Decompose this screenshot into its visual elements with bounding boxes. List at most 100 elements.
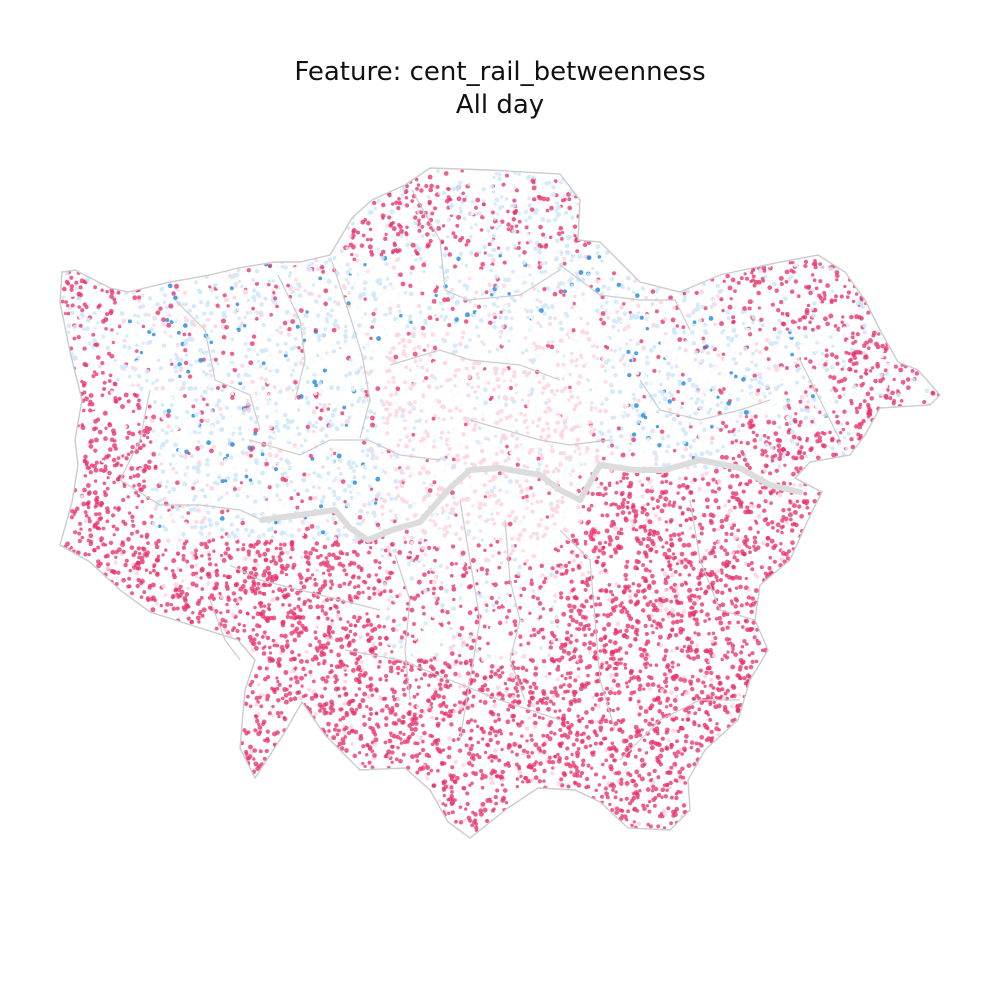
map-point [277, 682, 282, 687]
map-point [453, 373, 458, 379]
map-point [776, 443, 782, 449]
map-point [363, 312, 367, 316]
map-point [521, 609, 527, 614]
map-point [88, 387, 93, 392]
map-point [75, 512, 80, 518]
map-point [251, 334, 257, 339]
map-point [260, 452, 265, 457]
map-point [597, 443, 602, 448]
map-point [708, 407, 713, 412]
map-point [502, 601, 508, 607]
map-point [269, 412, 274, 417]
map-point [442, 578, 447, 583]
map-point [349, 456, 354, 461]
map-point [400, 668, 404, 673]
map-point [92, 370, 97, 374]
map-point [434, 293, 438, 298]
map-point [723, 583, 728, 588]
map-point [608, 690, 613, 696]
map-point [669, 543, 675, 548]
map-point [308, 604, 313, 610]
map-point [523, 336, 527, 340]
map-point [350, 667, 356, 673]
map-point [575, 437, 581, 443]
map-point [576, 674, 581, 679]
map-point [105, 486, 110, 491]
map-point [305, 468, 310, 473]
map-point [74, 286, 79, 291]
map-point [199, 568, 205, 573]
map-point [754, 349, 758, 353]
map-point [161, 343, 167, 348]
map-point [390, 705, 395, 710]
map-point [642, 687, 646, 691]
map-point [271, 279, 275, 283]
map-point [212, 549, 216, 553]
map-point [522, 203, 527, 208]
map-point [404, 569, 408, 573]
map-point [315, 604, 321, 610]
map-point [611, 271, 617, 276]
map-point [548, 235, 553, 240]
map-point [606, 597, 612, 602]
map-point [510, 432, 515, 438]
map-point [594, 308, 600, 314]
map-point [387, 299, 393, 305]
map-point [197, 288, 201, 293]
map-point [494, 197, 500, 203]
map-point [162, 517, 166, 521]
map-point [567, 622, 572, 627]
map-point [483, 495, 488, 499]
map-point [265, 547, 271, 553]
map-point [836, 349, 842, 354]
map-point [789, 328, 793, 333]
map-point [369, 249, 374, 254]
map-point [584, 724, 589, 729]
map-point [135, 473, 141, 478]
map-point [709, 729, 714, 735]
map-point [222, 623, 228, 629]
map-point [556, 781, 561, 786]
map-point [346, 452, 351, 457]
map-point [865, 391, 871, 397]
map-point [842, 392, 846, 397]
map-point [679, 582, 685, 588]
map-point [194, 563, 199, 567]
map-point [589, 503, 594, 508]
map-point [428, 238, 433, 244]
map-point [219, 553, 224, 558]
map-point [86, 285, 91, 291]
map-point [268, 651, 273, 655]
map-point [405, 324, 410, 329]
map-point [817, 365, 823, 371]
map-point [119, 311, 125, 317]
map-point [144, 369, 150, 374]
map-point [504, 196, 509, 201]
map-point [529, 638, 534, 642]
map-point [756, 530, 760, 535]
map-point [104, 326, 108, 331]
map-point [147, 313, 151, 317]
map-point [760, 648, 765, 653]
map-point [273, 424, 279, 430]
map-point [194, 548, 198, 553]
map-point [515, 785, 519, 789]
map-point [356, 322, 362, 328]
map-point [126, 452, 131, 457]
map-point [381, 202, 386, 208]
map-point [330, 621, 335, 626]
map-point [636, 589, 641, 594]
map-point [563, 197, 567, 202]
map-point [298, 658, 304, 664]
map-point [401, 451, 405, 455]
map-point [752, 373, 757, 379]
map-point [555, 677, 560, 682]
map-point [218, 406, 223, 412]
map-point [112, 480, 116, 485]
map-point [319, 604, 325, 609]
map-point [337, 264, 343, 270]
map-point [666, 376, 670, 381]
map-point [652, 619, 656, 624]
map-point [342, 385, 348, 391]
map-point [607, 583, 612, 587]
